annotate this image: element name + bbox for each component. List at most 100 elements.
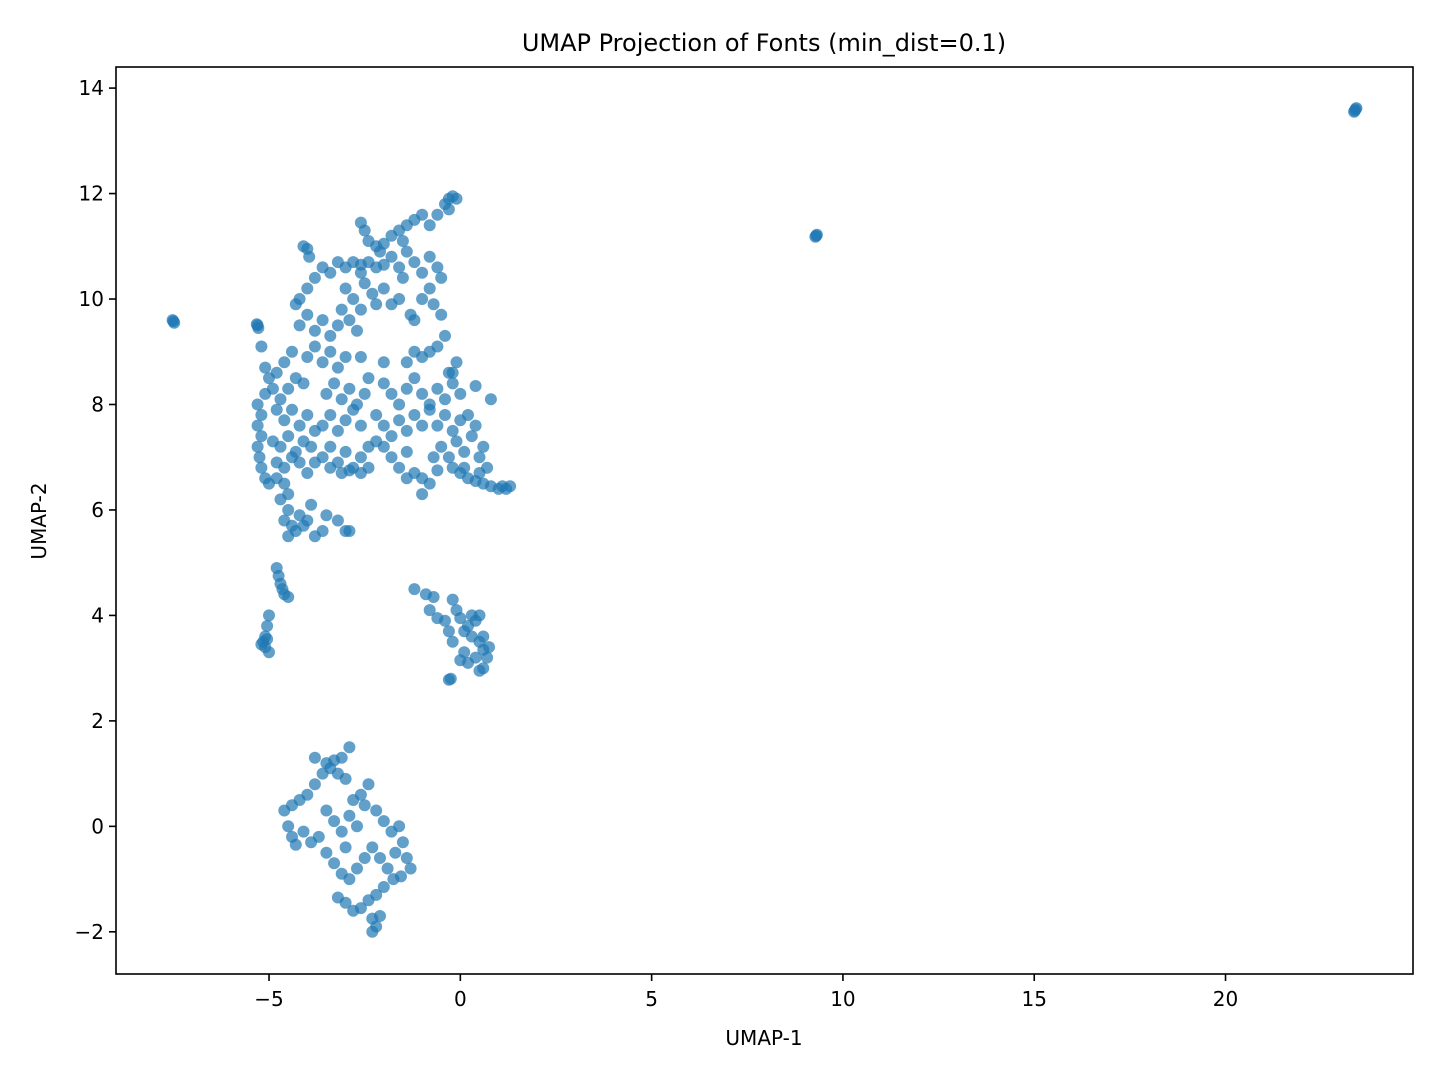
data-point (358, 387, 371, 400)
data-point (305, 498, 318, 511)
data-point (308, 271, 321, 284)
data-point (347, 293, 360, 305)
data-point (400, 472, 413, 485)
data-point (343, 464, 356, 477)
data-point (362, 461, 375, 474)
data-point (465, 609, 478, 622)
y-tick-label: 6 (91, 498, 104, 522)
data-point (450, 356, 463, 369)
data-point (282, 591, 295, 603)
y-tick-label: 8 (91, 392, 104, 416)
data-point (427, 298, 440, 311)
data-point (446, 461, 459, 474)
data-point (387, 873, 400, 886)
data-point (416, 488, 429, 501)
data-point (377, 356, 390, 369)
data-point (454, 387, 467, 400)
x-tick-label: 20 (1213, 987, 1238, 1011)
data-point (339, 351, 352, 363)
data-point (255, 409, 268, 421)
data-point (255, 340, 268, 353)
data-point (316, 451, 329, 464)
data-point (339, 841, 352, 854)
data-point (393, 398, 406, 411)
data-point (481, 461, 494, 474)
data-point (339, 445, 352, 458)
y-tick-label: −2 (75, 920, 104, 944)
data-point (339, 772, 352, 785)
data-point (351, 324, 363, 337)
data-point (354, 451, 367, 464)
data-point (354, 351, 367, 363)
data-point (331, 424, 344, 437)
data-point (423, 477, 436, 490)
data-point (286, 403, 298, 416)
data-point (308, 324, 321, 337)
data-point (431, 208, 444, 221)
data-point (439, 409, 451, 421)
data-point (439, 329, 451, 342)
data-point (396, 836, 409, 849)
data-point (351, 398, 363, 411)
data-point (324, 440, 337, 453)
data-point (1348, 105, 1361, 118)
data-point (331, 361, 344, 374)
data-point (293, 419, 306, 432)
data-point (347, 794, 360, 806)
data-point (328, 815, 341, 828)
data-point (408, 345, 421, 358)
y-tick-label: 2 (91, 709, 104, 733)
data-point (400, 356, 413, 369)
data-point (400, 445, 413, 458)
data-point (377, 377, 390, 390)
data-point (282, 430, 295, 443)
data-point (308, 340, 321, 353)
data-point (320, 804, 333, 817)
data-point (278, 804, 291, 817)
data-point (444, 672, 457, 685)
data-point (351, 820, 363, 833)
x-tick-label: 15 (1022, 987, 1047, 1011)
y-tick-label: 4 (91, 603, 104, 627)
data-point (469, 419, 482, 432)
data-point (343, 873, 356, 886)
data-point (423, 250, 436, 263)
data-point (416, 293, 429, 305)
data-point (446, 635, 459, 648)
data-point (396, 271, 409, 284)
data-point (343, 314, 356, 327)
data-point (316, 525, 329, 537)
data-point (358, 224, 371, 237)
y-axis: −2 0 2 4 6 8 10 12 14 (75, 76, 116, 944)
data-point (255, 461, 268, 474)
data-point (297, 519, 310, 532)
data-point (354, 303, 367, 316)
data-point (331, 319, 344, 332)
data-point (335, 825, 348, 838)
data-point (408, 409, 421, 421)
data-point (385, 451, 398, 464)
data-point (374, 852, 386, 864)
data-point (442, 366, 455, 379)
data-point (282, 504, 295, 516)
data-point (484, 393, 497, 406)
data-point (377, 881, 390, 893)
data-point (462, 409, 474, 421)
data-point (393, 261, 406, 274)
points-layer (166, 102, 1363, 938)
data-point (308, 778, 321, 791)
data-point (331, 891, 344, 904)
data-point (446, 424, 459, 437)
y-tick-label: 12 (79, 182, 104, 206)
data-point (301, 409, 314, 421)
data-point (458, 625, 471, 638)
data-point (274, 493, 287, 506)
data-point (293, 456, 306, 469)
x-axis-label: UMAP-1 (725, 1026, 802, 1050)
data-point (263, 609, 275, 622)
data-point (261, 633, 274, 646)
data-point (324, 266, 337, 279)
data-point (266, 382, 279, 395)
data-point (278, 477, 291, 490)
